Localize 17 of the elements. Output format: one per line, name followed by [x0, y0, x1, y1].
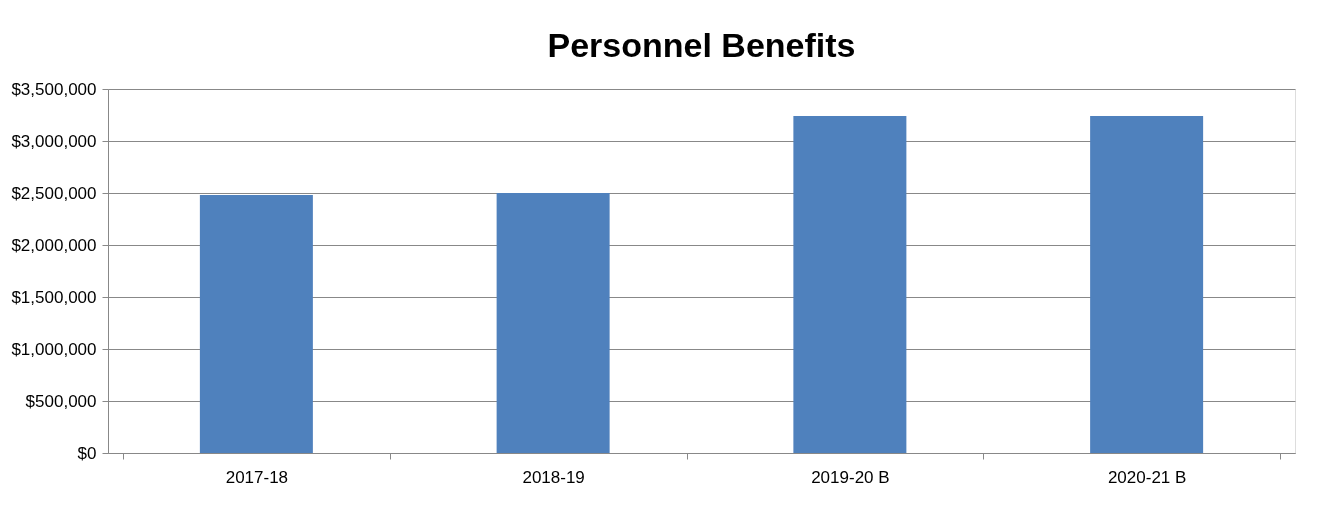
bar	[496, 193, 610, 453]
x-tick-label: 2019-20 B	[811, 467, 890, 487]
bar	[793, 116, 907, 453]
y-tick-label: $3,000,000	[11, 131, 97, 151]
y-tick-label: $3,500,000	[11, 79, 97, 99]
y-tick-label: $1,500,000	[11, 287, 97, 307]
y-tick-label: $1,000,000	[11, 339, 97, 359]
y-tick-label: $500,000	[25, 391, 97, 411]
x-tick-label: 2020-21 B	[1107, 467, 1187, 487]
x-tick-label: 2018-19	[522, 467, 585, 487]
x-tick-label: 2017-18	[225, 467, 289, 487]
bar	[199, 195, 313, 453]
y-tick-label: $2,500,000	[11, 183, 97, 203]
y-tick-label: $0	[77, 443, 97, 463]
bar	[1090, 116, 1204, 453]
y-tick-label: $2,000,000	[11, 235, 97, 255]
chart-title: Personnel Benefits	[547, 26, 856, 64]
